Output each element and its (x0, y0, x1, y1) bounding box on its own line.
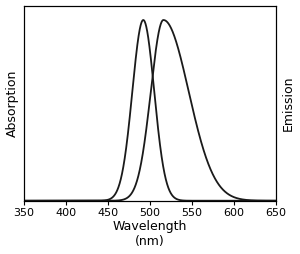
Y-axis label: Absorption: Absorption (6, 69, 19, 137)
Y-axis label: Emission: Emission (281, 75, 294, 131)
X-axis label: Wavelength
(nm): Wavelength (nm) (113, 220, 187, 248)
